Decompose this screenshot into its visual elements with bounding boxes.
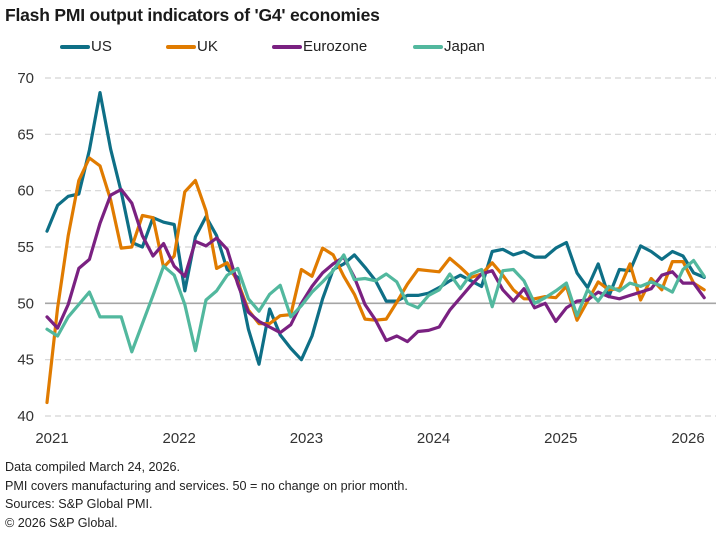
legend-label-us: US <box>91 38 112 55</box>
legend-item-eurozone: Eurozone <box>272 38 367 55</box>
chart-title: Flash PMI output indicators of 'G4' econ… <box>5 5 380 25</box>
x-tick-label: 2023 <box>290 430 323 447</box>
legend-label-uk: UK <box>197 38 218 55</box>
y-tick-label: 45 <box>17 352 34 369</box>
x-axis-ticks: 2021 2022 2023 2024 2025 2026 <box>35 430 704 447</box>
legend-item-us: US <box>60 38 112 55</box>
legend-swatch-uk <box>166 44 196 49</box>
gridlines <box>45 77 716 417</box>
y-axis-ticks: 40 45 50 55 60 65 70 <box>17 70 34 425</box>
y-tick-label: 60 <box>17 183 34 200</box>
y-tick-label: 65 <box>17 126 34 143</box>
y-tick-label: 40 <box>17 408 34 425</box>
x-tick-label: 2025 <box>544 430 577 447</box>
footer-copyright: © 2026 S&P Global. <box>5 515 118 530</box>
y-tick-label: 50 <box>17 295 34 312</box>
footer-pmi-note: PMI covers manufacturing and services. 5… <box>5 478 408 493</box>
x-tick-label: 2021 <box>35 430 68 447</box>
legend-label-eurozone: Eurozone <box>303 38 368 55</box>
series-line-japan <box>45 253 706 354</box>
x-tick-label: 2026 <box>671 430 704 447</box>
x-tick-label: 2022 <box>163 430 196 447</box>
chart-footer: Data compiled March 24, 2026. PMI covers… <box>5 458 408 532</box>
y-tick-label: 55 <box>17 239 34 256</box>
footer-sources: Sources: S&P Global PMI. <box>5 497 153 511</box>
legend-item-japan: Japan <box>413 38 485 55</box>
legend-swatch-japan <box>413 44 443 49</box>
footer-data-compiled: Data compiled March 24, 2026. <box>5 460 181 474</box>
series-line-eurozone <box>45 187 706 344</box>
y-tick-label: 70 <box>17 70 34 87</box>
legend-item-uk: UK <box>166 38 218 55</box>
chart-plot: 40 45 50 55 60 65 70 2021 2022 2023 2024 2025 2026 <box>17 70 716 447</box>
legend-label-japan: Japan <box>444 38 485 55</box>
series-lines <box>45 90 706 405</box>
chart-legend: US UK Eurozone Japan <box>0 38 722 58</box>
x-tick-label: 2024 <box>417 430 450 447</box>
legend-swatch-us <box>60 44 90 49</box>
legend-swatch-eurozone <box>272 44 302 49</box>
